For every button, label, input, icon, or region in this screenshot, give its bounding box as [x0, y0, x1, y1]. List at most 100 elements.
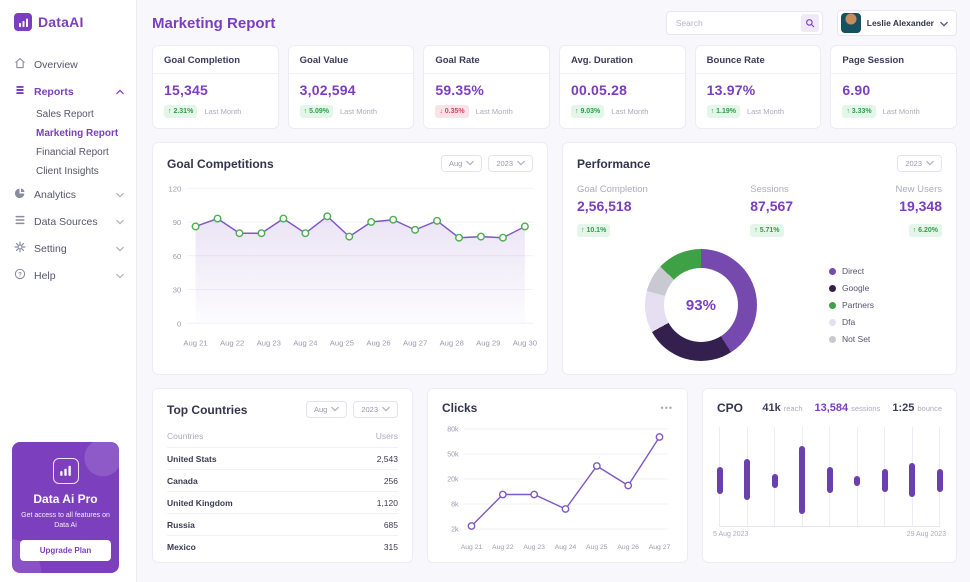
cpo-bar: [854, 475, 860, 487]
search-box: [665, 11, 823, 35]
legend-dot: [828, 267, 836, 275]
svg-text:50k: 50k: [447, 452, 459, 459]
svg-text:90: 90: [173, 218, 182, 227]
performance-title: Performance: [577, 156, 651, 171]
performance-metrics: Goal Completion 2,56,518 ↑ 10.1% Sessions 87…: [563, 178, 956, 237]
chevron-up-icon: [116, 86, 124, 98]
svg-text:Aug 23: Aug 23: [523, 544, 545, 551]
stat-card-goal-rate: Goal Rate 59.35% ↓ 0.35% Last Month: [423, 45, 550, 129]
filter-dropdown-aug[interactable]: Aug: [305, 401, 348, 418]
chevron-down-icon: [940, 14, 948, 32]
stat-card-period: Last Month: [339, 107, 378, 116]
stat-card-page-session: Page Session 6.90 ↑ 3.33% Last Month: [830, 45, 957, 129]
legend-dot: [828, 301, 836, 309]
table-row: United Stats 2,543: [167, 447, 398, 469]
arrow-up-icon: ↑: [303, 108, 308, 115]
stat-card-title: Goal Value: [288, 46, 414, 74]
stat-card-title: Goal Rate: [424, 46, 549, 74]
svg-text:Aug 22: Aug 22: [220, 339, 244, 348]
svg-text:?: ?: [18, 272, 22, 278]
performance-metric-new-users: New Users 19,348 ↑ 6.20%: [896, 184, 942, 237]
change-badge: ↑ 2.31%: [164, 105, 198, 118]
change-badge: ↓ 0.35%: [435, 105, 469, 118]
reports-icon: [14, 84, 26, 99]
svg-text:80k: 80k: [447, 427, 459, 434]
search-icon: [805, 16, 815, 31]
svg-text:20k: 20k: [447, 477, 459, 484]
logo-chart-icon: [14, 13, 32, 31]
cpo-bar: [716, 466, 723, 495]
svg-text:0: 0: [177, 319, 181, 328]
cpo-gridline: [936, 427, 943, 526]
legend-item-google: Google: [828, 283, 874, 293]
cpo-chart: [716, 427, 943, 527]
search-input[interactable]: [675, 18, 801, 28]
svg-text:30: 30: [173, 286, 182, 295]
cpo-gridline: [744, 427, 750, 526]
filter-dropdown-2023[interactable]: 2023: [488, 155, 533, 172]
stat-card-title: Page Session: [831, 46, 956, 74]
clicks-panel: Clicks ••• 80k 50k 20k 8k 2k Aug 21 Aug 22 Aug …: [427, 388, 688, 563]
sidebar-item-overview[interactable]: Overview: [0, 51, 136, 78]
svg-text:Aug 28: Aug 28: [440, 339, 464, 348]
filter-dropdown-aug[interactable]: Aug: [440, 155, 483, 172]
analytics-icon: [14, 187, 26, 202]
stat-card-period: Last Month: [204, 107, 242, 116]
sidebar-subitem-sales-report[interactable]: Sales Report: [36, 109, 94, 120]
sidebar-subitem-financial-report[interactable]: Financial Report: [36, 147, 109, 158]
change-badge: ↑ 5.71%: [750, 224, 784, 237]
table-row: Russia 685: [167, 513, 398, 535]
stat-card-period: Last Month: [475, 107, 513, 116]
app-title: DataAI: [38, 14, 84, 30]
cpo-gridline: [799, 427, 805, 526]
legend-item-partners: Partners: [828, 300, 874, 310]
cpo-gridline: [909, 427, 915, 526]
user-menu[interactable]: Leslie Alexander: [836, 10, 957, 36]
arrow-up-icon: ↑: [581, 227, 585, 234]
promo-chart-icon: [52, 457, 79, 484]
main-content: Marketing Report Leslie Alexander: [137, 0, 970, 582]
stat-card-period: Last Month: [611, 107, 649, 116]
change-badge: ↑ 10.1%: [577, 224, 611, 237]
sidebar-subitem-marketing-report[interactable]: Marketing Report: [36, 128, 119, 139]
cpo-bar: [771, 473, 778, 489]
performance-metric-sessions: Sessions 87,567 ↑ 5.71%: [750, 184, 793, 237]
table-row: Mexico 315: [167, 535, 398, 557]
user-name: Leslie Alexander: [866, 18, 934, 28]
sidebar: DataAI Overview Reports Sales Report Market…: [0, 0, 137, 582]
cpo-bar: [744, 458, 750, 501]
svg-text:Aug 24: Aug 24: [555, 544, 577, 551]
donut-center-label: 93%: [685, 296, 716, 314]
top-countries-filters: Aug 2023: [305, 401, 398, 418]
svg-text:Aug 25: Aug 25: [586, 544, 608, 551]
stat-card-value: 6.90: [842, 82, 871, 98]
legend-dot: [828, 335, 836, 343]
svg-text:Aug 24: Aug 24: [293, 339, 318, 348]
sidebar-item-reports[interactable]: Reports: [0, 78, 136, 105]
chevron-down-icon: [116, 243, 124, 255]
topbar-right: Leslie Alexander: [665, 10, 957, 36]
chevron-down-icon: [116, 189, 124, 201]
sidebar-item-data-sources[interactable]: Data Sources: [0, 208, 136, 235]
legend-item-dfa: Dfa: [828, 317, 874, 327]
sidebar-item-help[interactable]: ? Help: [0, 262, 136, 289]
avatar: [840, 13, 861, 33]
upgrade-plan-button[interactable]: Upgrade Plan: [20, 540, 111, 561]
sidebar-item-label: Overview: [34, 58, 78, 71]
sidebar-item-analytics[interactable]: Analytics: [0, 181, 136, 208]
cpo-gridline: [854, 427, 860, 526]
sidebar-item-setting[interactable]: Setting: [0, 235, 136, 262]
performance-panel: Performance 2023 Goal Completion 2,56,518…: [562, 142, 957, 375]
dots-menu-icon[interactable]: •••: [660, 403, 673, 413]
search-button[interactable]: [800, 14, 819, 32]
stat-card-goal-value: Goal Value 3,02,594 ↑ 5.09% Last Month: [287, 45, 415, 129]
cpo-stats: 41k reach 13,584 sessions 1:25 bounce: [762, 402, 942, 414]
countries-column-header: Countries: [167, 431, 204, 441]
chevron-down-icon: [926, 159, 934, 168]
arrow-down-icon: ↓: [439, 108, 443, 115]
chevron-down-icon: [116, 216, 124, 228]
sidebar-subitem-client-insights[interactable]: Client Insights: [36, 166, 99, 177]
filter-dropdown-2023[interactable]: 2023: [897, 155, 942, 172]
filter-dropdown-2023[interactable]: 2023: [353, 401, 398, 418]
